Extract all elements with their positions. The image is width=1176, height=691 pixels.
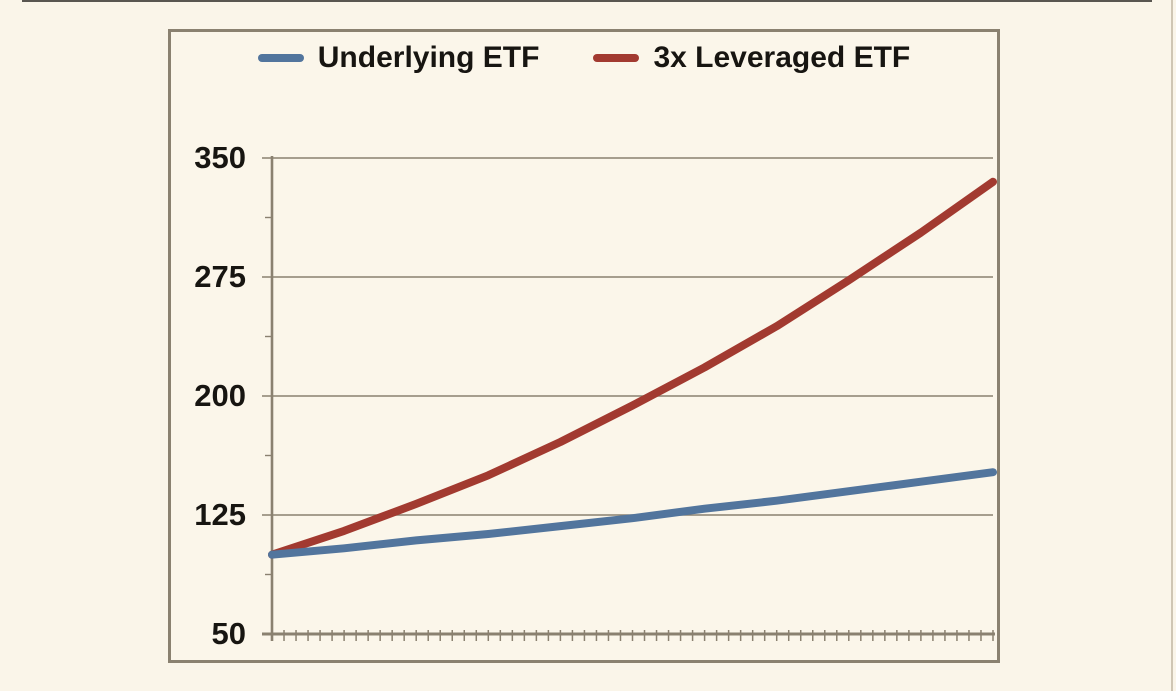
- leveraged-etf-line-swatch: [593, 54, 640, 62]
- y-axis-label-200: 200: [194, 378, 246, 413]
- legend-label-leveraged-etf: 3x Leveraged ETF: [653, 41, 911, 74]
- leveraged-etf-line: [268, 177, 997, 559]
- y-axis-label-125: 125: [194, 497, 246, 532]
- legend-label-underlying-etf: Underlying ETF: [317, 41, 540, 74]
- chart-legend: Underlying ETF 3x Leveraged ETF: [168, 36, 1000, 80]
- y-axis-label-275: 275: [194, 259, 246, 294]
- chart-frame: [168, 29, 1000, 663]
- photo-edge-top-line: [22, 0, 1152, 2]
- y-axis-label-350: 350: [194, 140, 246, 175]
- underlying-etf-line: [268, 468, 997, 559]
- underlying-etf-line-swatch: [257, 54, 304, 62]
- legend-item-leveraged-etf: 3x Leveraged ETF: [593, 41, 910, 75]
- photo-edge-right-line: [1171, 0, 1173, 691]
- legend-item-underlying-etf: Underlying ETF: [257, 41, 540, 75]
- y-axis-label-50: 50: [211, 616, 246, 651]
